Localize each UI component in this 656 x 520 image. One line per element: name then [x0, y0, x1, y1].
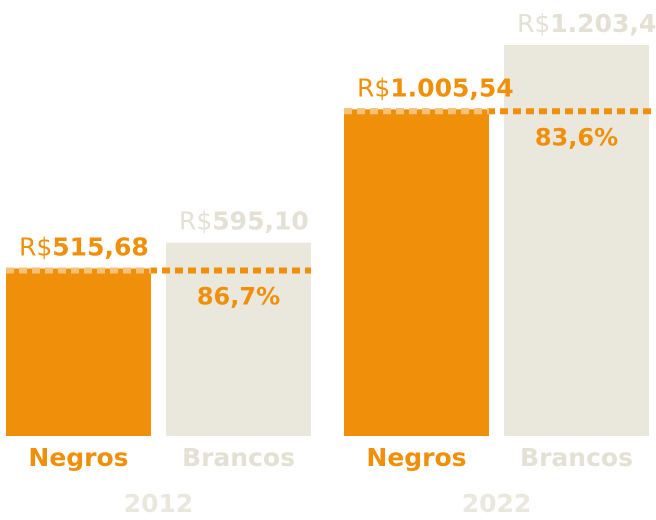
value-label-brancos-2012-prefix: R$	[179, 207, 212, 236]
value-label-brancos-2022: R$1.203,43	[517, 9, 656, 38]
value-label-negros-2012-prefix: R$	[19, 232, 52, 261]
year-label-2012: 2012	[124, 489, 194, 518]
category-label-brancos-2022: Brancos	[520, 443, 633, 472]
value-label-negros-2022-prefix: R$	[357, 73, 390, 102]
ratio-label-2012: 86,7%	[197, 282, 280, 310]
value-label-negros-2022: R$1.005,54	[357, 73, 514, 102]
bar-negros-2012	[6, 268, 151, 436]
value-label-negros-2012: R$515,68	[19, 232, 149, 261]
value-label-brancos-2012-number: 595,10	[212, 207, 308, 236]
value-label-brancos-2022-number: 1.203,43	[550, 9, 656, 38]
category-label-negros-2012: Negros	[28, 443, 128, 472]
bar-negros-2022	[344, 109, 489, 436]
value-label-brancos-2022-prefix: R$	[517, 9, 550, 38]
value-label-negros-2012-number: 515,68	[52, 232, 148, 261]
value-label-negros-2022-number: 1.005,54	[390, 73, 513, 102]
ratio-label-2022: 83,6%	[535, 123, 618, 151]
year-label-2022: 2022	[462, 489, 532, 518]
bar-brancos-2022	[504, 45, 649, 436]
category-label-brancos-2012: Brancos	[182, 443, 295, 472]
value-label-brancos-2012: R$595,10	[179, 207, 309, 236]
category-label-negros-2022: Negros	[366, 443, 466, 472]
bar-brancos-2012	[166, 242, 311, 436]
